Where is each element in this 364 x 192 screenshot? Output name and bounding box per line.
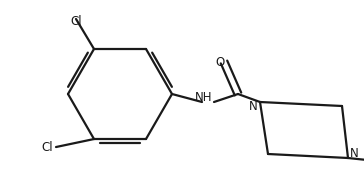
- Text: Cl: Cl: [70, 15, 82, 28]
- Text: NH: NH: [195, 91, 213, 104]
- Text: N: N: [249, 100, 258, 113]
- Text: Cl: Cl: [41, 141, 53, 154]
- Text: O: O: [215, 56, 225, 69]
- Text: N: N: [350, 147, 359, 160]
